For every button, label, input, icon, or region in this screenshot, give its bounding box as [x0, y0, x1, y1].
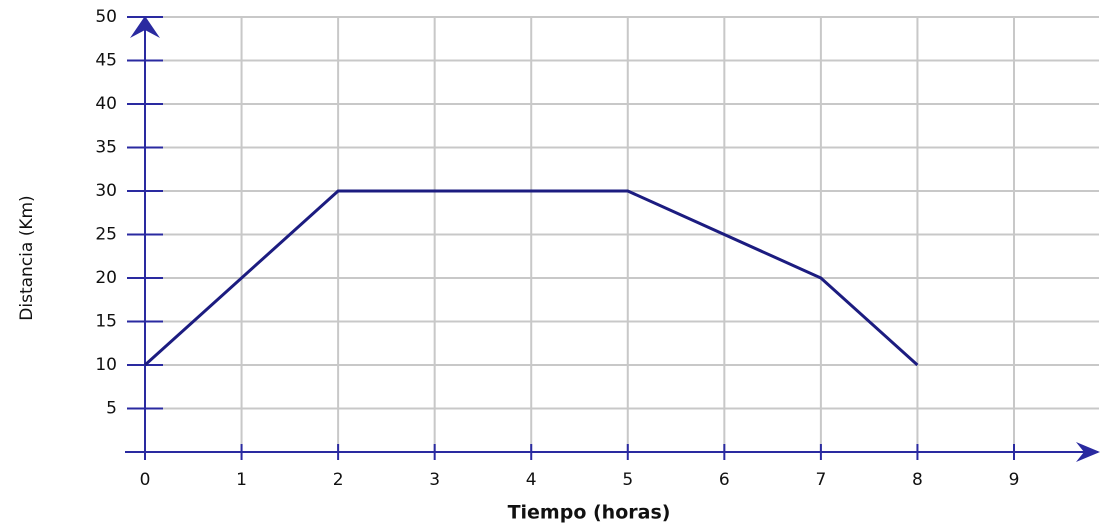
x-tick-label: 7 — [815, 470, 826, 490]
y-tick-label: 15 — [95, 312, 117, 332]
y-tick-label: 20 — [95, 268, 117, 288]
x-tick-label: 5 — [622, 470, 633, 490]
y-axis-arrow — [130, 16, 160, 38]
x-axis-label: Tiempo (horas) — [508, 502, 671, 523]
y-tick-label: 10 — [95, 355, 117, 375]
y-tick-label: 25 — [95, 225, 117, 245]
x-tick-label: 2 — [333, 470, 344, 490]
x-tick-label: 4 — [526, 470, 537, 490]
y-tick-label: 30 — [95, 181, 117, 201]
y-tick-label: 40 — [95, 94, 117, 114]
y-tick-label: 5 — [106, 399, 117, 419]
data-line — [143, 189, 919, 367]
x-tick-label: 1 — [236, 470, 247, 490]
x-tick-label: 8 — [912, 470, 923, 490]
y-tick-label: 45 — [95, 51, 117, 71]
y-tick-label: 35 — [95, 138, 117, 158]
x-axis-arrow — [1076, 442, 1100, 462]
x-tick-label: 6 — [719, 470, 730, 490]
y-tick-label: 50 — [95, 7, 117, 27]
x-tick-label: 3 — [429, 470, 440, 490]
x-tick-label: 0 — [140, 470, 151, 490]
x-tick-label: 9 — [1009, 470, 1020, 490]
y-axis-label: Distancia (Km) — [17, 195, 37, 320]
